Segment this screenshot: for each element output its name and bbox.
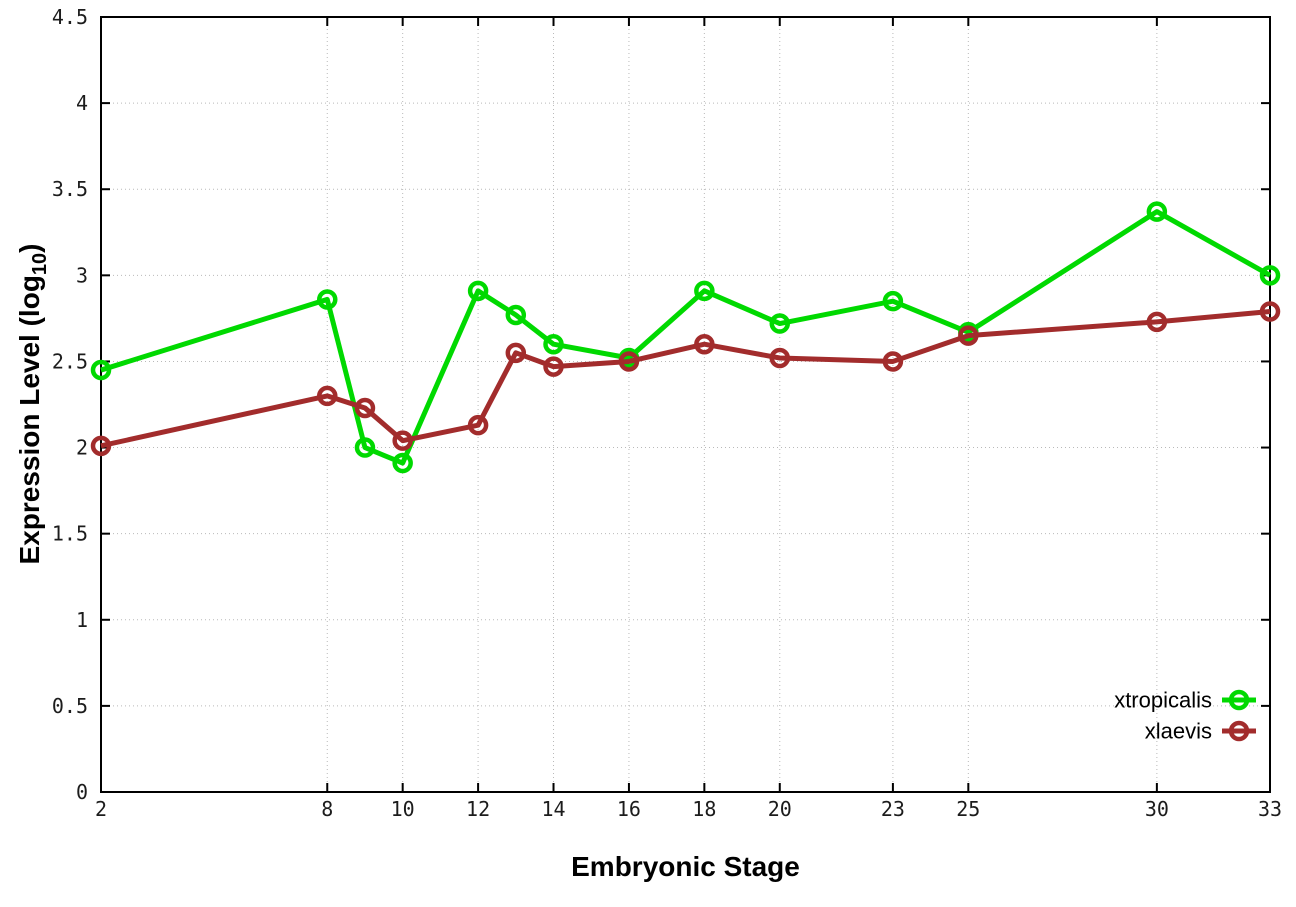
x-tick-label: 18: [692, 797, 716, 821]
legend-marker-xlaevis: [1228, 720, 1250, 742]
y-tick-label: 1.5: [52, 522, 88, 546]
y-axis-title-suffix: ): [14, 243, 45, 253]
legend-marker-xtropicalis: [1228, 689, 1250, 711]
y-tick-label: 2: [76, 436, 88, 460]
gridlines: [100, 16, 1271, 793]
x-tick-label: 33: [1258, 797, 1282, 821]
x-axis-title: Embryonic Stage: [571, 851, 800, 882]
data-point-xlaevis: [392, 430, 413, 451]
legend-label-xlaevis: xlaevis: [1145, 719, 1212, 744]
x-tick-label: 20: [768, 797, 792, 821]
data-point-xtropicalis: [543, 333, 564, 355]
data-point-xlaevis: [694, 333, 715, 355]
x-tick-label: 8: [321, 797, 333, 821]
y-tick-label: 4: [76, 91, 88, 115]
series-xtropicalis: [90, 201, 1281, 474]
x-tick-label: 25: [956, 797, 980, 821]
data-point-xlaevis: [467, 414, 489, 436]
data-point-xtropicalis: [769, 313, 791, 334]
data-point-xtropicalis: [694, 280, 715, 302]
tick-marks: [100, 16, 1271, 793]
legend: xtropicalis xlaevis: [1114, 688, 1256, 744]
data-point-xlaevis: [90, 435, 112, 457]
data-point-xtropicalis: [90, 359, 112, 381]
x-tick-label: 16: [617, 797, 641, 821]
data-point-xtropicalis: [354, 437, 376, 458]
y-tick-label: 3: [76, 263, 88, 287]
x-tick-label: 14: [541, 797, 565, 821]
series-xlaevis: [90, 301, 1281, 457]
x-tick-label: 23: [881, 797, 905, 821]
x-tick-label: 10: [391, 797, 415, 821]
series-line-xlaevis: [100, 309, 1271, 449]
x-tick-label: 12: [466, 797, 490, 821]
plot-border: [100, 16, 1271, 793]
y-tick-label: 0.5: [52, 694, 88, 718]
data-point-xlaevis: [882, 351, 904, 372]
data-point-xlaevis: [317, 385, 338, 407]
data-point-xtropicalis: [1259, 265, 1281, 286]
y-axis-title-subscript: 10: [29, 252, 51, 276]
data-point-xtropicalis: [882, 290, 904, 312]
tick-labels: 2 8 10 12 14 16 18 20 23 25 30 33 0 0.5 1 1.5 2 2.5 3 3.5 4 4…: [52, 5, 1282, 821]
x-tick-label: 30: [1145, 797, 1169, 821]
data-point-xlaevis: [1146, 311, 1168, 333]
data-point-xtropicalis: [317, 289, 338, 310]
data-point-xtropicalis: [1146, 201, 1168, 222]
y-axis-title-text: Expression Level (log: [14, 275, 45, 565]
y-tick-label: 1: [76, 608, 88, 632]
y-tick-label: 2.5: [52, 349, 88, 373]
data-point-xlaevis: [618, 351, 640, 372]
data-point-xlaevis: [505, 342, 527, 364]
series-line-xtropicalis: [100, 209, 1272, 466]
y-tick-label: 3.5: [52, 177, 88, 201]
data-point-xtropicalis: [392, 452, 413, 474]
y-axis-title: Expression Level (log10): [14, 244, 52, 565]
y-tick-label: 0: [76, 780, 88, 804]
data-point-xlaevis: [769, 347, 791, 369]
data-point-xlaevis: [543, 356, 564, 377]
data-point-xlaevis: [958, 325, 979, 346]
data-point-xtropicalis: [505, 304, 527, 326]
data-point-xlaevis: [354, 397, 376, 419]
y-tick-label: 4.5: [52, 5, 88, 29]
data-point-xlaevis: [1259, 301, 1281, 322]
legend-label-xtropicalis: xtropicalis: [1114, 688, 1212, 713]
data-point-xtropicalis: [467, 280, 489, 302]
x-tick-label: 2: [95, 797, 107, 821]
